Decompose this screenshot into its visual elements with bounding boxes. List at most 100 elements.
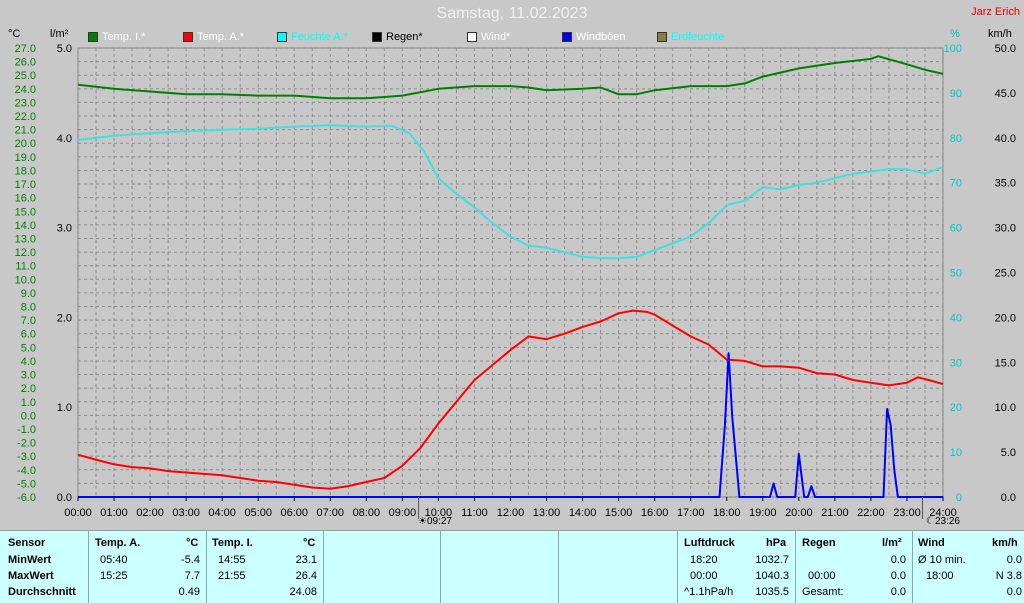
temp-tick-label: 3.0 xyxy=(21,370,36,382)
temp-tick-label: 5.0 xyxy=(21,342,36,354)
wind-unit-label: km/h xyxy=(988,28,1012,40)
x-tick-label: 23:00 xyxy=(893,507,921,519)
wind-tick-label: 20.0 xyxy=(995,312,1016,324)
x-tick-label: 02:00 xyxy=(136,507,164,519)
legend-swatch xyxy=(183,32,193,42)
x-tick-label: 12:00 xyxy=(497,507,525,519)
row-avg-label: Durchschnitt xyxy=(8,586,76,598)
rain-total-value: 0.0 xyxy=(890,586,906,598)
temp-i-min-value: 23.1 xyxy=(295,554,317,566)
pressure-avg-value: 1035.5 xyxy=(755,586,789,598)
temp-tick-label: 27.0 xyxy=(15,43,36,55)
temp-tick-label: -6.0 xyxy=(17,492,36,504)
row-min-label: MinWert xyxy=(8,554,52,566)
legend-item: Erdfeuchte xyxy=(657,30,724,44)
legend-swatch xyxy=(88,32,98,42)
temp-i-max-time: 21:55 xyxy=(218,570,246,582)
x-tick-label: 11:00 xyxy=(461,507,488,519)
x-tick-label: 08:00 xyxy=(353,507,381,519)
pressure-max-value: 1040.3 xyxy=(755,570,789,582)
legend-label: Temp. A.* xyxy=(197,31,245,43)
temp-tick-label: -5.0 xyxy=(17,478,36,490)
temp-a-max-value: 7.7 xyxy=(184,570,200,582)
temp-i-max-value: 26.4 xyxy=(295,570,317,582)
wind-max-time: 18:00 xyxy=(926,570,954,582)
temp-tick-label: -2.0 xyxy=(17,438,36,450)
temp-tick-label: 16.0 xyxy=(15,193,36,205)
wind-avg10-value: 0.0 xyxy=(1006,554,1022,566)
x-tick-label: 18:00 xyxy=(713,507,741,519)
series-line-feuchte-a xyxy=(77,124,944,260)
humidity-tick-label: 100 xyxy=(944,43,962,55)
temp-unit-label: °C xyxy=(8,28,21,40)
temp-tick-label: 0.0 xyxy=(21,410,36,422)
temp-tick-label: 14.0 xyxy=(15,220,36,232)
row-max-label: MaxWert xyxy=(8,570,54,582)
humidity-tick-label: 70 xyxy=(950,178,962,190)
temp-i-avg-value: 24.08 xyxy=(289,586,317,598)
temp-tick-label: 17.0 xyxy=(15,179,36,191)
temp-i-unit: °C xyxy=(303,537,316,549)
sunset-time: 23:26 xyxy=(934,516,960,527)
temp-a-min-value: -5.4 xyxy=(181,554,200,566)
pressure-min-time: 18:20 xyxy=(690,554,718,566)
x-tick-label: 24:00 xyxy=(929,507,957,519)
rain-tick-label: 3.0 xyxy=(57,223,72,235)
wind-tick-label: 30.0 xyxy=(995,223,1016,235)
temp-tick-label: 8.0 xyxy=(21,302,36,314)
sunrise-marker: ☀09:27 xyxy=(418,516,452,527)
wind-tick-label: 50.0 xyxy=(995,43,1016,55)
pressure-trend: ^1.1hPa/h xyxy=(684,586,734,598)
legend-item: Temp. I.* xyxy=(88,30,145,44)
humidity-tick-label: 10 xyxy=(950,447,962,459)
temp-tick-label: 20.0 xyxy=(15,138,36,150)
temp-i-header: Temp. I. xyxy=(212,537,253,549)
sunset-marker: ☾23:26 xyxy=(926,516,960,527)
x-tick-label: 17:00 xyxy=(677,507,705,519)
temp-tick-label: 11.0 xyxy=(15,261,36,273)
x-tick-label: 10:00 xyxy=(425,507,453,519)
x-tick-label: 04:00 xyxy=(208,507,236,519)
wind-tick-label: 40.0 xyxy=(995,133,1016,145)
sensor-header: Sensor xyxy=(8,537,46,549)
pressure-header: Luftdruck xyxy=(684,537,735,549)
series-line-windb-en xyxy=(78,352,943,498)
humidity-tick-label: 0 xyxy=(956,492,962,504)
wind-tick-label: 5.0 xyxy=(1001,447,1016,459)
legend-label: Wind* xyxy=(481,31,511,43)
temp-tick-label: 21.0 xyxy=(15,125,36,137)
temp-a-unit: °C xyxy=(186,537,199,549)
temp-a-max-time: 15:25 xyxy=(100,570,128,582)
humidity-unit-label: % xyxy=(950,28,960,40)
temp-tick-label: 19.0 xyxy=(15,152,36,164)
temp-tick-label: 6.0 xyxy=(21,329,36,341)
temp-tick-label: -3.0 xyxy=(17,451,36,463)
x-tick-label: 20:00 xyxy=(785,507,813,519)
weather-chart: 27.026.025.024.023.022.021.020.019.018.0… xyxy=(15,43,1016,519)
x-tick-label: 13:00 xyxy=(533,507,561,519)
legend-item: Temp. A.* xyxy=(183,30,244,44)
x-tick-label: 16:00 xyxy=(641,507,669,519)
wind-avg-value: 0.0 xyxy=(1006,586,1022,598)
wind-max-value: N 3.8 xyxy=(995,570,1022,582)
x-tick-label: 07:00 xyxy=(317,507,345,519)
temp-tick-label: 9.0 xyxy=(21,288,36,300)
rain-max-time: 00:00 xyxy=(808,570,836,582)
humidity-tick-label: 50 xyxy=(950,268,962,280)
legend-item: Regen* xyxy=(372,30,423,44)
wind-tick-label: 15.0 xyxy=(995,357,1016,369)
legend-label: Windböen xyxy=(576,31,626,43)
temp-tick-label: 15.0 xyxy=(15,206,36,218)
legend-label: Erdfeuchte xyxy=(671,31,725,43)
legend-swatch xyxy=(657,32,667,42)
temp-tick-label: 4.0 xyxy=(21,356,36,368)
wind-unit: km/h xyxy=(992,537,1018,549)
series-line-temp-a xyxy=(77,309,944,490)
x-tick-label: 15:00 xyxy=(605,507,633,519)
wind-tick-label: 10.0 xyxy=(995,402,1016,414)
pressure-max-time: 00:00 xyxy=(690,570,718,582)
temp-tick-label: -1.0 xyxy=(17,424,36,436)
x-tick-label: 06:00 xyxy=(280,507,308,519)
rain-tick-label: 1.0 xyxy=(57,402,72,414)
x-tick-label: 05:00 xyxy=(244,507,272,519)
